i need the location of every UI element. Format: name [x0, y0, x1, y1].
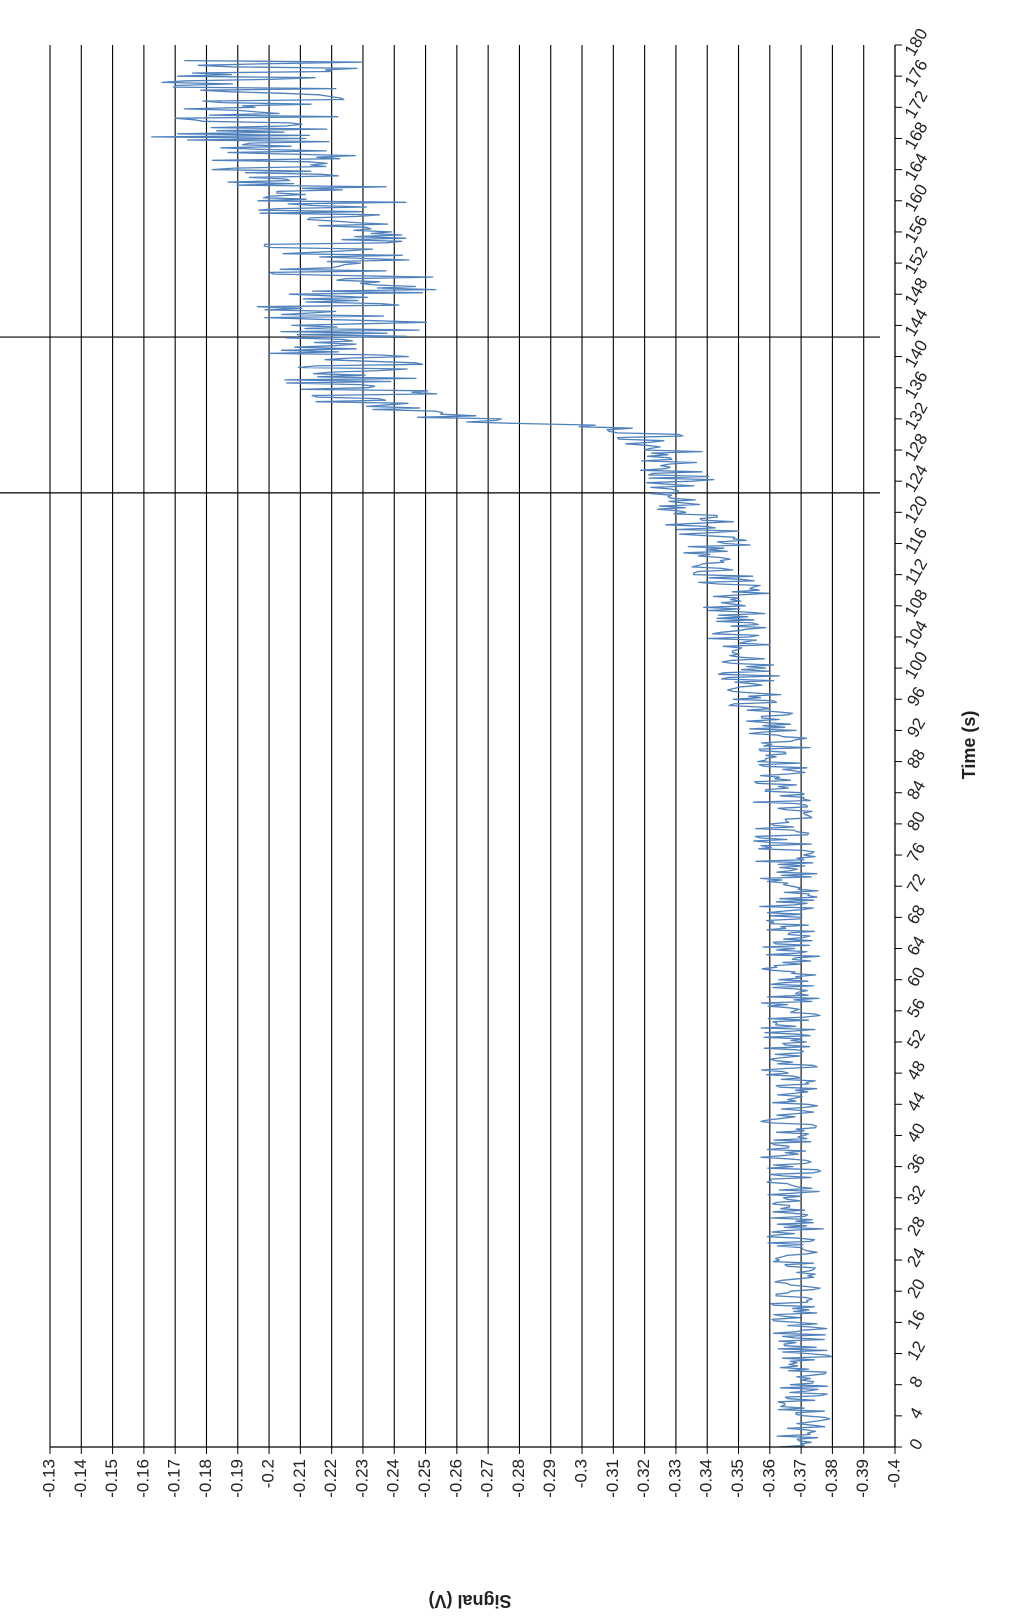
signal-tick-label: -0.3 — [572, 1459, 591, 1488]
time-tick-label: 40 — [903, 1120, 929, 1146]
series-layer — [151, 59, 833, 1448]
event-markers — [0, 336, 880, 494]
y-axis-title: Signal (V) — [428, 1591, 511, 1611]
signal-tick-label: -0.37 — [791, 1459, 810, 1498]
time-tick-label: 160 — [901, 181, 932, 215]
time-tick-label: 128 — [901, 430, 932, 464]
time-tick-label: 112 — [901, 555, 931, 588]
signal-tick-label: -0.19 — [227, 1459, 246, 1498]
time-tick-label: 68 — [903, 902, 929, 928]
time-tick-label: 132 — [901, 399, 932, 433]
signal-tick-label: -0.38 — [822, 1459, 841, 1498]
time-tick-label: 48 — [903, 1057, 929, 1083]
signal-tick-label: -0.16 — [133, 1459, 152, 1498]
time-tick-label: 16 — [903, 1307, 929, 1333]
signal-tick-label: -0.32 — [634, 1459, 653, 1498]
time-tick-label: 144 — [901, 306, 932, 340]
time-tick-label: 28 — [903, 1213, 929, 1239]
gridlines — [49, 45, 896, 1447]
time-tick-label: 64 — [903, 933, 929, 959]
time-tick-label: 172 — [901, 88, 932, 122]
signal-tick-label: -0.22 — [321, 1459, 340, 1498]
signal-tick-label: -0.21 — [290, 1459, 309, 1498]
axes — [50, 45, 896, 1448]
time-tick-label: 168 — [901, 119, 932, 153]
signal-tick-label: -0.29 — [540, 1459, 559, 1498]
signal-tick-label: -0.24 — [384, 1459, 403, 1498]
time-tick-label: 164 — [901, 150, 932, 184]
time-tick-label: 32 — [903, 1182, 929, 1208]
time-tick-label: 92 — [903, 715, 929, 741]
time-tick-label: 36 — [903, 1151, 929, 1177]
time-tick-label: 24 — [903, 1244, 929, 1270]
time-tick-label: 176 — [901, 56, 932, 90]
signal-tick-label: -0.26 — [446, 1459, 465, 1498]
time-tick-label: 148 — [901, 274, 932, 308]
time-tick-label: 52 — [903, 1026, 929, 1052]
time-tick-label: 180 — [901, 25, 932, 59]
time-tick-label: 104 — [901, 617, 932, 651]
time-tick-label: 12 — [903, 1338, 929, 1364]
time-tick-label: 60 — [903, 964, 929, 990]
time-tick-label: 136 — [901, 368, 932, 402]
signal-tick-label: -0.31 — [603, 1459, 622, 1498]
time-tick-label: 20 — [903, 1276, 929, 1302]
signal-tick-label: -0.15 — [102, 1459, 121, 1498]
time-tick-label: 108 — [901, 586, 932, 620]
time-tick-label: 88 — [903, 746, 929, 772]
signal-tick-label: -0.13 — [39, 1459, 58, 1498]
signal-tick-label: -0.28 — [509, 1459, 528, 1498]
time-tick-label: 8 — [906, 1373, 927, 1391]
time-tick-label: 156 — [901, 212, 932, 246]
signal-tick-label: -0.23 — [352, 1459, 371, 1498]
signal-tick-label: -0.39 — [853, 1459, 872, 1498]
signal-tick-label: -0.35 — [728, 1459, 747, 1498]
time-tick-label: 96 — [903, 684, 929, 710]
time-tick-label: 4 — [906, 1404, 927, 1422]
signal-series-line — [151, 59, 833, 1448]
time-tick-label: 100 — [901, 648, 932, 682]
time-tick-label: 124 — [901, 461, 932, 495]
axis-titles: Time (s) Signal (V) — [428, 711, 979, 1611]
time-tick-label: 84 — [903, 777, 929, 803]
x-axis-title: Time (s) — [959, 711, 979, 780]
time-tick-label: 44 — [903, 1089, 929, 1115]
time-tick-label: 0 — [906, 1435, 927, 1453]
signal-tick-label: -0.36 — [759, 1459, 778, 1498]
signal-tick-label: -0.33 — [665, 1459, 684, 1498]
signal-tick-label: -0.34 — [697, 1459, 716, 1498]
time-tick-label: 140 — [901, 337, 932, 371]
signal-tick-label: -0.18 — [196, 1459, 215, 1498]
time-tick-label: 116 — [901, 524, 931, 557]
signal-tick-label: -0.2 — [259, 1459, 278, 1488]
tick-labels: 0481216202428323640444852566064687276808… — [39, 25, 931, 1498]
signal-tick-label: -0.14 — [71, 1459, 90, 1498]
signal-tick-label: -0.25 — [415, 1459, 434, 1498]
time-tick-label: 76 — [903, 839, 929, 865]
signal-tick-label: -0.17 — [165, 1459, 184, 1498]
signal-tick-label: -0.4 — [884, 1459, 903, 1488]
time-tick-label: 120 — [901, 493, 932, 527]
time-tick-label: 72 — [903, 871, 929, 897]
time-tick-label: 56 — [903, 995, 929, 1021]
time-tick-label: 80 — [903, 808, 929, 834]
time-tick-label: 152 — [901, 243, 932, 277]
signal-tick-label: -0.27 — [478, 1459, 497, 1498]
